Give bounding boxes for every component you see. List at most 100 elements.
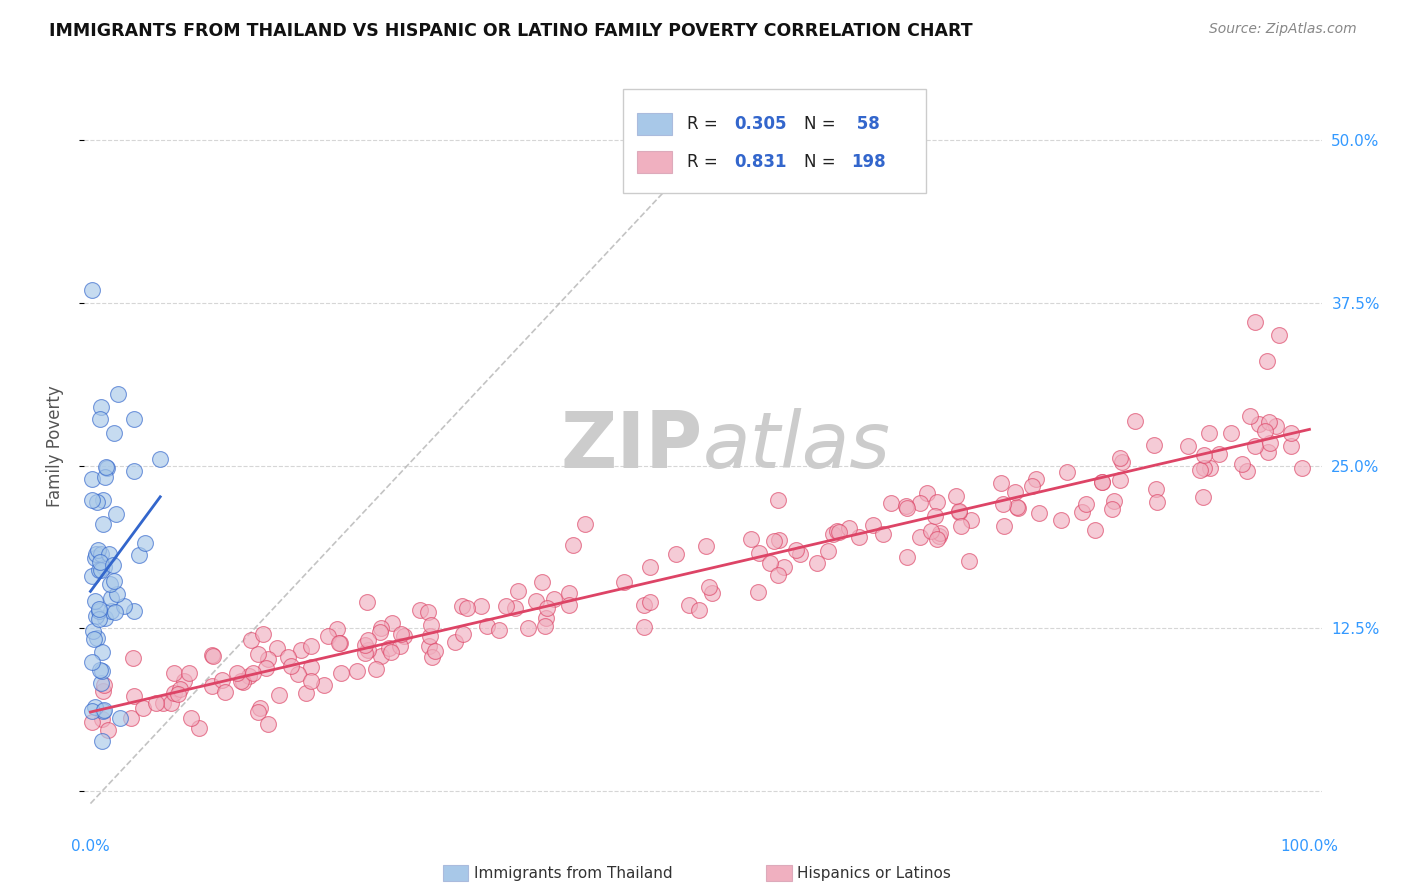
Point bbox=[991, 497, 1014, 511]
Point bbox=[122, 464, 145, 478]
Point bbox=[896, 549, 918, 564]
Point bbox=[678, 598, 700, 612]
Point bbox=[633, 599, 655, 613]
Point bbox=[768, 567, 790, 582]
Point bbox=[86, 547, 108, 561]
Point bbox=[90, 645, 112, 659]
Point bbox=[562, 538, 585, 552]
Point bbox=[929, 526, 952, 541]
Point bbox=[246, 647, 269, 661]
Point bbox=[370, 648, 392, 663]
Point bbox=[149, 452, 172, 467]
Point bbox=[957, 554, 980, 568]
Point bbox=[100, 591, 122, 605]
Point bbox=[86, 494, 108, 508]
Point bbox=[238, 669, 260, 683]
Point bbox=[896, 499, 918, 513]
Point bbox=[89, 555, 111, 569]
Point bbox=[121, 651, 143, 665]
Point bbox=[93, 560, 115, 574]
Point bbox=[1268, 328, 1291, 343]
Point bbox=[993, 518, 1015, 533]
Text: ZIP: ZIP bbox=[561, 408, 703, 484]
Point bbox=[880, 496, 903, 510]
Point bbox=[766, 493, 789, 508]
Point bbox=[1091, 475, 1114, 490]
Point bbox=[1192, 448, 1215, 462]
Text: Hispanics or Latinos: Hispanics or Latinos bbox=[797, 866, 950, 880]
Point bbox=[423, 643, 446, 657]
Point bbox=[960, 513, 983, 527]
Point bbox=[688, 602, 710, 616]
Point bbox=[1253, 425, 1275, 439]
Point bbox=[768, 533, 790, 547]
Point bbox=[534, 611, 557, 625]
Point bbox=[1236, 464, 1258, 478]
Point bbox=[94, 469, 117, 483]
Point bbox=[91, 517, 114, 532]
Point bbox=[89, 604, 111, 618]
Point bbox=[1177, 439, 1199, 453]
Point bbox=[257, 717, 280, 731]
Point bbox=[444, 635, 467, 649]
Point bbox=[266, 640, 288, 655]
Point bbox=[1244, 439, 1267, 453]
Point bbox=[872, 527, 894, 541]
Point bbox=[534, 619, 557, 633]
Point bbox=[93, 678, 115, 692]
Point bbox=[416, 605, 439, 619]
Point bbox=[392, 629, 415, 643]
Point bbox=[252, 627, 274, 641]
Point bbox=[93, 703, 115, 717]
Text: N =: N = bbox=[804, 115, 841, 133]
Point bbox=[747, 585, 769, 599]
Point bbox=[928, 529, 950, 543]
Point bbox=[120, 711, 142, 725]
Point bbox=[806, 556, 828, 570]
Point bbox=[86, 631, 108, 645]
Text: R =: R = bbox=[688, 153, 723, 171]
Point bbox=[848, 530, 870, 544]
Point bbox=[638, 560, 661, 574]
Point bbox=[1144, 483, 1167, 497]
Point bbox=[254, 661, 277, 675]
Point bbox=[517, 621, 540, 635]
Point bbox=[94, 460, 117, 475]
Point bbox=[134, 535, 156, 549]
Point bbox=[1192, 460, 1215, 475]
Point bbox=[1258, 436, 1281, 450]
Point bbox=[640, 595, 662, 609]
Point bbox=[908, 530, 931, 544]
Point bbox=[128, 548, 150, 562]
Point bbox=[817, 544, 839, 558]
Point bbox=[89, 663, 111, 677]
Text: Immigrants from Thailand: Immigrants from Thailand bbox=[474, 866, 672, 880]
Point bbox=[96, 460, 118, 475]
Y-axis label: Family Poverty: Family Poverty bbox=[45, 385, 63, 507]
Point bbox=[1109, 473, 1132, 487]
Point bbox=[1049, 513, 1071, 527]
Point bbox=[84, 594, 107, 608]
Point bbox=[420, 649, 443, 664]
Point bbox=[488, 623, 510, 637]
Point bbox=[110, 711, 132, 725]
Point bbox=[789, 547, 811, 561]
Point bbox=[558, 586, 581, 600]
Point bbox=[506, 583, 529, 598]
Point bbox=[1243, 316, 1265, 330]
Point bbox=[381, 616, 404, 631]
Point bbox=[1070, 505, 1092, 519]
Point bbox=[242, 666, 264, 681]
Point bbox=[180, 711, 202, 725]
Point bbox=[169, 682, 191, 697]
Point bbox=[524, 593, 547, 607]
Text: atlas: atlas bbox=[703, 408, 891, 484]
Point bbox=[91, 684, 114, 698]
Point bbox=[825, 524, 848, 539]
Point bbox=[1198, 425, 1220, 440]
Point bbox=[451, 626, 474, 640]
Point bbox=[1028, 507, 1050, 521]
Point bbox=[823, 527, 845, 541]
Point bbox=[316, 629, 339, 643]
Point bbox=[314, 678, 336, 692]
